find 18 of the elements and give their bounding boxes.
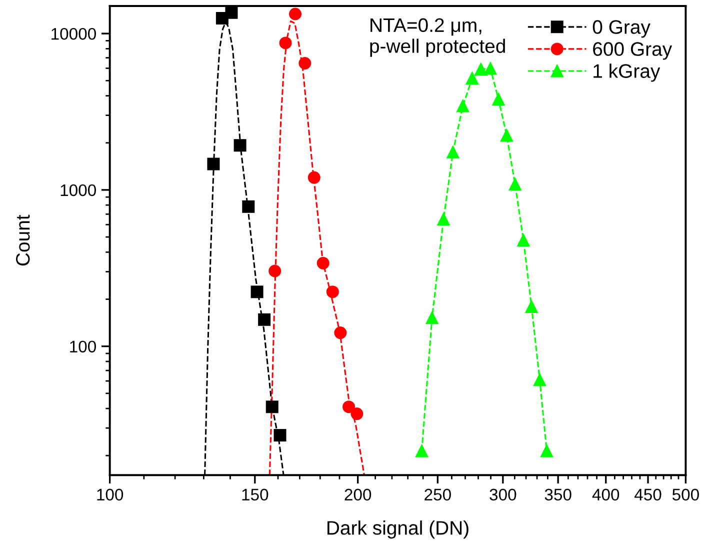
legend-label: 0 Gray <box>592 20 650 38</box>
y-axis-title: Count <box>16 214 30 266</box>
x-tick-label: 150 <box>242 488 268 501</box>
x-tick-label: 250 <box>424 488 451 501</box>
x-axis-title: Dark signal (DN) <box>328 520 468 539</box>
legend-label: 1 kGray <box>594 64 660 82</box>
legend-label: 600 Gray <box>593 42 672 60</box>
x-tick-label: 350 <box>544 488 572 501</box>
x-tick-label: 100 <box>97 488 124 501</box>
x-tick-label: 300 <box>490 488 516 501</box>
y-tick-label: 10000 <box>52 28 96 40</box>
x-tick-label: 450 <box>634 488 662 501</box>
x-tick-label: 500 <box>672 488 699 501</box>
x-tick-label: 200 <box>344 488 372 501</box>
annotation: NTA=0.2 μm, p-well protected <box>370 18 505 57</box>
y-tick-label: 100 <box>70 340 96 352</box>
x-tick-label: 400 <box>592 488 620 501</box>
y-tick-label: 1000 <box>60 184 96 196</box>
